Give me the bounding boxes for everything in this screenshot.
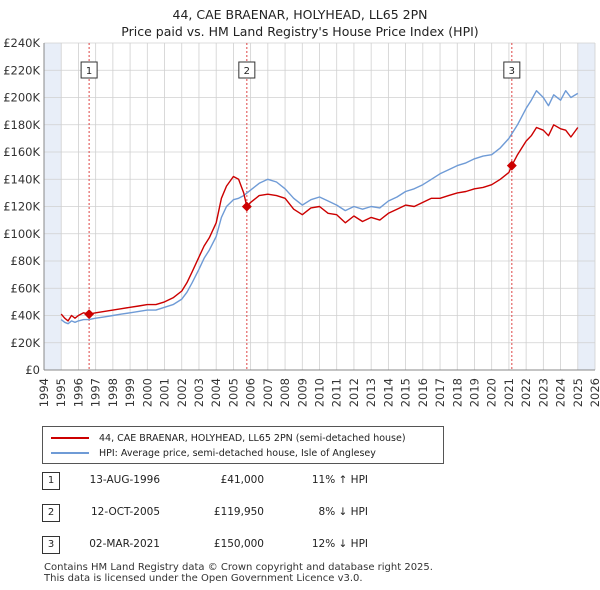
x-tick-label: 2000 xyxy=(140,378,154,407)
sale-label: 1 xyxy=(86,66,92,77)
x-tick-label: 2019 xyxy=(467,378,481,407)
legend-item-hpi: HPI: Average price, semi-detached house,… xyxy=(51,446,376,460)
x-tick-label: 2009 xyxy=(295,378,309,407)
legend-property-label: 44, CAE BRAENAR, HOLYHEAD, LL65 2PN (sem… xyxy=(99,432,406,444)
x-tick-label: 2012 xyxy=(347,378,361,407)
footer-licence: This data is licensed under the Open Gov… xyxy=(44,573,363,584)
y-tick-label: £220K xyxy=(3,63,40,77)
x-tick-label: 1995 xyxy=(54,378,68,407)
chart-title-line2: Price paid vs. HM Land Registry's House … xyxy=(121,24,479,39)
sale-point xyxy=(84,309,95,320)
sale-row: 1 13-AUG-1996 £41,000 11% ↑ HPI xyxy=(42,472,442,492)
hpi-line-swatch xyxy=(51,452,89,454)
sale-row: 2 12-OCT-2005 £119,950 8% ↓ HPI xyxy=(42,504,442,524)
chart-title-line1: 44, CAE BRAENAR, HOLYHEAD, LL65 2PN xyxy=(172,7,428,22)
hpi-line xyxy=(60,89,579,325)
sale-label-box xyxy=(80,61,98,79)
footer: Contains HM Land Registry data © Crown c… xyxy=(44,562,433,584)
x-tick-label: 2003 xyxy=(192,378,206,407)
x-tick-label: 2011 xyxy=(330,378,344,407)
x-tick-label: 2020 xyxy=(485,378,499,407)
x-tick-label: 2015 xyxy=(399,378,413,407)
y-tick-label: £20K xyxy=(11,336,41,350)
sale-hpi-diff: 8% ↓ HPI xyxy=(318,506,368,518)
x-tick-label: 2007 xyxy=(261,378,275,407)
sale-number-badge: 3 xyxy=(42,536,60,554)
legend-hpi-label: HPI: Average price, semi-detached house,… xyxy=(99,447,376,459)
x-tick-label: 1998 xyxy=(106,378,120,407)
sale-price: £150,000 xyxy=(213,538,264,550)
y-tick-label: £80K xyxy=(11,254,41,268)
chart-title: 44, CAE BRAENAR, HOLYHEAD, LL65 2PN Pric… xyxy=(0,6,600,40)
sale-hpi-diff: 11% ↑ HPI xyxy=(311,474,368,486)
sale-number-badge: 2 xyxy=(42,504,60,522)
sale-label: 3 xyxy=(509,66,515,77)
sale-label-box xyxy=(238,61,256,79)
x-tick-label: 2024 xyxy=(554,378,568,407)
sale-row: 3 02-MAR-2021 £150,000 12% ↓ HPI xyxy=(42,536,442,556)
x-tick-label: 1994 xyxy=(37,378,51,407)
y-tick-label: £200K xyxy=(3,91,40,105)
x-tick-label: 2004 xyxy=(209,378,223,407)
sale-date: 02-MAR-2021 xyxy=(89,538,160,550)
sale-number-badge: 1 xyxy=(42,472,60,490)
x-tick-label: 2010 xyxy=(313,378,327,407)
footer-copyright: Contains HM Land Registry data © Crown c… xyxy=(44,562,433,573)
y-tick-label: £140K xyxy=(3,172,40,186)
x-tick-label: 2018 xyxy=(450,378,464,407)
x-tick-label: 2021 xyxy=(502,378,516,407)
sale-label-box xyxy=(503,61,521,79)
y-tick-label: £180K xyxy=(3,118,40,132)
x-tick-label: 2013 xyxy=(364,378,378,407)
x-tick-label: 2026 xyxy=(588,378,600,407)
sale-point xyxy=(241,201,252,212)
legend-item-property: 44, CAE BRAENAR, HOLYHEAD, LL65 2PN (sem… xyxy=(51,431,406,445)
y-tick-label: £240K xyxy=(3,36,40,50)
y-tick-label: £120K xyxy=(3,200,40,214)
x-tick-label: 1996 xyxy=(71,378,85,407)
sale-date: 13-AUG-1996 xyxy=(89,474,160,486)
x-tick-label: 2005 xyxy=(226,378,240,407)
x-tick-label: 2016 xyxy=(416,378,430,407)
x-tick-label: 2022 xyxy=(519,378,533,407)
x-tick-label: 2001 xyxy=(158,378,172,407)
sale-price: £119,950 xyxy=(213,506,264,518)
sale-date: 12-OCT-2005 xyxy=(91,506,160,518)
x-tick-label: 2008 xyxy=(278,378,292,407)
x-tick-label: 2025 xyxy=(571,378,585,407)
sale-point xyxy=(506,160,517,171)
y-tick-label: £160K xyxy=(3,145,40,159)
property-line-swatch xyxy=(51,437,89,439)
x-tick-label: 2006 xyxy=(244,378,258,407)
sale-price: £41,000 xyxy=(220,474,264,486)
price-chart: 1 2 3 £0 £20K £40K £60K £80K £100K £120K £140K £16… xyxy=(3,36,600,407)
x-tick-label: 1997 xyxy=(89,378,103,407)
y-tick-label: £0 xyxy=(25,363,40,377)
x-tick-label: 2023 xyxy=(536,378,550,407)
y-tick-label: £60K xyxy=(11,281,41,295)
x-tick-label: 1999 xyxy=(123,378,137,407)
legend: 44, CAE BRAENAR, HOLYHEAD, LL65 2PN (sem… xyxy=(42,426,444,464)
x-tick-label: 2002 xyxy=(175,378,189,407)
property-price-line xyxy=(60,124,579,322)
y-tick-label: £100K xyxy=(3,227,40,241)
sale-label: 2 xyxy=(244,66,250,77)
sale-hpi-diff: 12% ↓ HPI xyxy=(311,538,368,550)
x-tick-label: 2017 xyxy=(433,378,447,407)
y-tick-label: £40K xyxy=(11,309,41,323)
x-tick-label: 2014 xyxy=(381,378,395,407)
